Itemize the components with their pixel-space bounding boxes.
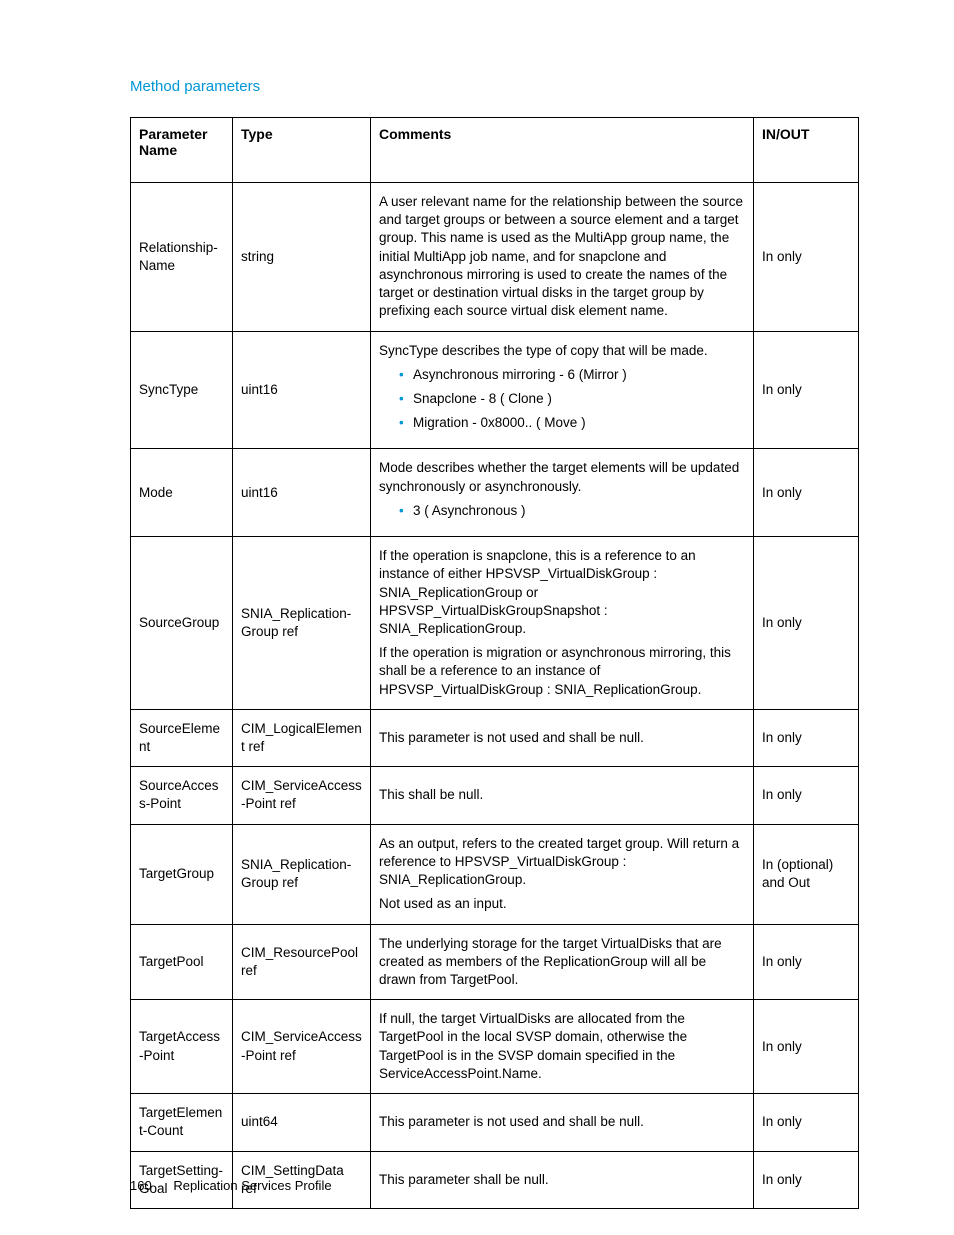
cell-parameter-name: TargetAccess-Point xyxy=(131,1000,233,1094)
cell-type: CIM_ServiceAccess-Point ref xyxy=(233,1000,371,1094)
cell-inout: In only xyxy=(754,709,859,766)
cell-parameter-name: SourceElement xyxy=(131,709,233,766)
cell-type: string xyxy=(233,183,371,332)
page-footer: 160 Replication Services Profile xyxy=(130,1178,332,1193)
comment-paragraph: Mode describes whether the target elemen… xyxy=(379,459,745,495)
cell-comments: This parameter is not used and shall be … xyxy=(371,1094,754,1151)
table-row: Relationship-NamestringA user relevant n… xyxy=(131,183,859,332)
cell-inout: In only xyxy=(754,537,859,710)
comment-bullet-list: Asynchronous mirroring - 6 (Mirror ) Snap… xyxy=(379,366,745,433)
cell-type: CIM_LogicalElement ref xyxy=(233,709,371,766)
table-row: Modeuint16Mode describes whether the tar… xyxy=(131,449,859,537)
comment-paragraph: This parameter shall be null. xyxy=(379,1171,745,1189)
cell-type: uint64 xyxy=(233,1094,371,1151)
table-row: TargetElement-Countuint64 This parameter … xyxy=(131,1094,859,1151)
cell-comments: SyncType describes the type of copy that… xyxy=(371,331,754,449)
cell-parameter-name: Mode xyxy=(131,449,233,537)
cell-inout: In (optional) and Out xyxy=(754,824,859,924)
comment-paragraph: As an output, refers to the created targ… xyxy=(379,835,745,890)
comment-bullet-item: Snapclone - 8 ( Clone ) xyxy=(399,390,745,408)
comment-paragraph: This parameter is not used and shall be … xyxy=(379,729,745,747)
table-header-row: Parameter Name Type Comments IN/OUT xyxy=(131,118,859,183)
cell-type: uint16 xyxy=(233,331,371,449)
col-header-comments: Comments xyxy=(371,118,754,183)
cell-comments: The underlying storage for the target Vi… xyxy=(371,924,754,1000)
comment-paragraph: If the operation is migration or asynchr… xyxy=(379,644,745,699)
table-row: SourceElementCIM_LogicalElement ref This … xyxy=(131,709,859,766)
table-row: TargetPoolCIM_ResourcePool refThe underl… xyxy=(131,924,859,1000)
cell-parameter-name: SyncType xyxy=(131,331,233,449)
comment-paragraph: This parameter is not used and shall be … xyxy=(379,1113,745,1131)
cell-comments: This parameter shall be null. xyxy=(371,1151,754,1208)
cell-inout: In only xyxy=(754,449,859,537)
cell-type: CIM_ResourcePool ref xyxy=(233,924,371,1000)
comment-paragraph: If null, the target VirtualDisks are all… xyxy=(379,1010,745,1083)
comment-bullet-item: Migration - 0x8000.. ( Move ) xyxy=(399,414,745,432)
cell-inout: In only xyxy=(754,1094,859,1151)
comment-bullet-item: Asynchronous mirroring - 6 (Mirror ) xyxy=(399,366,745,384)
page-number: 160 xyxy=(130,1178,152,1193)
cell-type: uint16 xyxy=(233,449,371,537)
cell-comments: A user relevant name for the relationshi… xyxy=(371,183,754,332)
cell-inout: In only xyxy=(754,331,859,449)
cell-inout: In only xyxy=(754,1151,859,1208)
col-header-type: Type xyxy=(233,118,371,183)
cell-inout: In only xyxy=(754,183,859,332)
cell-type: CIM_ServiceAccess-Point ref xyxy=(233,767,371,824)
comment-paragraph: SyncType describes the type of copy that… xyxy=(379,342,745,360)
cell-inout: In only xyxy=(754,1000,859,1094)
comment-bullet-item: 3 ( Asynchronous ) xyxy=(399,502,745,520)
cell-comments: This parameter is not used and shall be … xyxy=(371,709,754,766)
table-row: TargetGroupSNIA_Replication-Group refAs … xyxy=(131,824,859,924)
cell-comments: This shall be null. xyxy=(371,767,754,824)
cell-inout: In only xyxy=(754,924,859,1000)
comment-bullet-list: 3 ( Asynchronous ) xyxy=(379,502,745,520)
comment-paragraph: If the operation is snapclone, this is a… xyxy=(379,547,745,638)
cell-comments: If the operation is snapclone, this is a… xyxy=(371,537,754,710)
col-header-parameter-name: Parameter Name xyxy=(131,118,233,183)
comment-paragraph: Not used as an input. xyxy=(379,895,745,913)
parameters-table: Parameter Name Type Comments IN/OUT Rela… xyxy=(130,117,859,1209)
page: Method parameters Parameter Name Type Co… xyxy=(0,0,954,1235)
cell-comments: Mode describes whether the target elemen… xyxy=(371,449,754,537)
cell-parameter-name: TargetGroup xyxy=(131,824,233,924)
footer-section-title: Replication Services Profile xyxy=(173,1178,331,1193)
cell-type: SNIA_Replication-Group ref xyxy=(233,824,371,924)
cell-parameter-name: TargetElement-Count xyxy=(131,1094,233,1151)
comment-paragraph: This shall be null. xyxy=(379,786,745,804)
table-row: TargetAccess-PointCIM_ServiceAccess-Poin… xyxy=(131,1000,859,1094)
col-header-inout: IN/OUT xyxy=(754,118,859,183)
cell-parameter-name: SourceAccess-Point xyxy=(131,767,233,824)
section-heading: Method parameters xyxy=(130,78,859,95)
cell-type: SNIA_Replication-Group ref xyxy=(233,537,371,710)
table-row: SyncTypeuint16 SyncType describes the typ… xyxy=(131,331,859,449)
cell-inout: In only xyxy=(754,767,859,824)
comment-paragraph: The underlying storage for the target Vi… xyxy=(379,935,745,990)
cell-parameter-name: Relationship-Name xyxy=(131,183,233,332)
comment-paragraph: A user relevant name for the relationshi… xyxy=(379,193,745,321)
cell-parameter-name: TargetPool xyxy=(131,924,233,1000)
table-row: SourceGroupSNIA_Replication-Group refIf … xyxy=(131,537,859,710)
cell-parameter-name: SourceGroup xyxy=(131,537,233,710)
table-row: SourceAccess-PointCIM_ServiceAccess-Poin… xyxy=(131,767,859,824)
cell-comments: As an output, refers to the created targ… xyxy=(371,824,754,924)
cell-comments: If null, the target VirtualDisks are all… xyxy=(371,1000,754,1094)
